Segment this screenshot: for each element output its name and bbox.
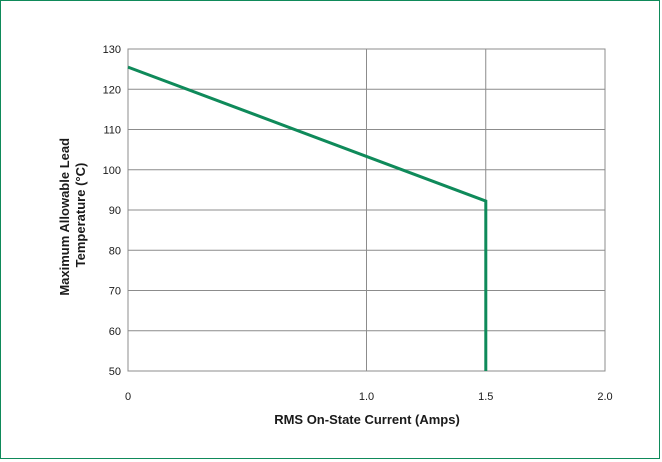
series-layer bbox=[127, 65, 488, 371]
y-tick-label: 120 bbox=[103, 84, 121, 96]
y-tick-label: 70 bbox=[109, 286, 121, 298]
y-tick-label: 100 bbox=[103, 165, 121, 177]
tick-labels: 50 60 70 80 90 100 110 120 130 0 1.0 1.5 2.0 bbox=[103, 44, 613, 403]
x-axis-title: RMS On-State Current (Amps) bbox=[274, 412, 460, 427]
y-tick-label: 130 bbox=[103, 44, 121, 56]
x-tick-label: 1.0 bbox=[359, 391, 374, 403]
y-axis-title-line-2: Temperature (°C) bbox=[73, 163, 88, 268]
y-tick-label: 90 bbox=[109, 205, 121, 217]
y-tick-label: 110 bbox=[103, 125, 121, 137]
x-tick-label: 2.0 bbox=[597, 391, 612, 403]
y-axis-title-line-1: Maximum Allowable Lead bbox=[57, 138, 72, 296]
y-tick-label: 50 bbox=[109, 366, 121, 378]
grid bbox=[127, 48, 606, 372]
derating-curve bbox=[127, 65, 488, 371]
x-tick-label: 0 bbox=[125, 391, 131, 403]
y-tick-label: 80 bbox=[109, 245, 121, 257]
y-axis-title: Maximum Allowable Lead Temperature (°C) bbox=[57, 134, 88, 295]
x-tick-label: 1.5 bbox=[478, 391, 493, 403]
y-tick-label: 60 bbox=[109, 326, 121, 338]
